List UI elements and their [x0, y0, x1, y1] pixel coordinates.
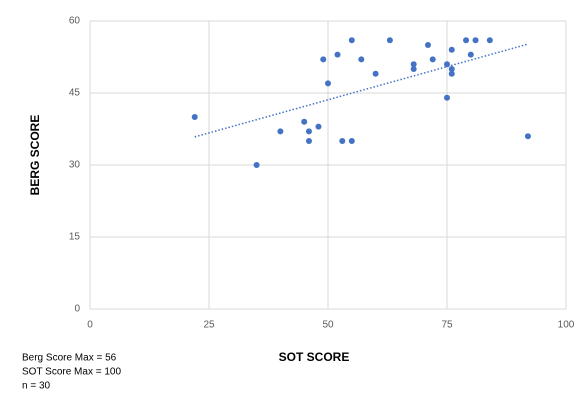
y-axis-title: BERG SCORE [28, 115, 42, 196]
point [315, 123, 322, 130]
point [386, 37, 393, 44]
point [320, 56, 327, 63]
point [467, 51, 474, 58]
point [348, 37, 355, 44]
point [372, 70, 379, 77]
point [325, 80, 331, 87]
note: n = 30 [22, 381, 51, 392]
point [339, 138, 346, 144]
point [463, 37, 470, 44]
point [448, 66, 455, 72]
y-tick-label: 15 [69, 232, 81, 243]
point [358, 56, 365, 63]
point [253, 162, 260, 168]
point [429, 56, 436, 63]
trendline [194, 43, 529, 138]
point [334, 51, 341, 58]
x-tick-label: 0 [87, 320, 93, 331]
x-tick-label: 50 [322, 320, 334, 331]
point [486, 37, 493, 44]
point [305, 128, 312, 135]
note: SOT Score Max = 100 [22, 367, 121, 378]
point [424, 42, 431, 48]
point [444, 94, 450, 101]
point [348, 138, 355, 144]
x-tick-label: 25 [203, 320, 215, 331]
y-tick-label: 30 [69, 160, 81, 171]
point [472, 37, 479, 44]
point [410, 61, 417, 68]
point [305, 138, 312, 144]
x-tick-label: 100 [558, 320, 575, 331]
note: Berg Score Max = 56 [22, 353, 117, 364]
point [410, 66, 417, 72]
point [448, 46, 455, 53]
x-tick-label: 75 [441, 320, 453, 331]
point [191, 114, 198, 120]
point [301, 118, 308, 125]
y-tick-label: 60 [69, 16, 81, 27]
y-tick-label: 45 [69, 88, 81, 99]
point [524, 133, 531, 140]
x-axis-title: SOT SCORE [279, 350, 350, 364]
y-tick-label: 0 [74, 304, 80, 315]
point [444, 61, 450, 68]
point [448, 70, 455, 77]
point [277, 128, 284, 135]
